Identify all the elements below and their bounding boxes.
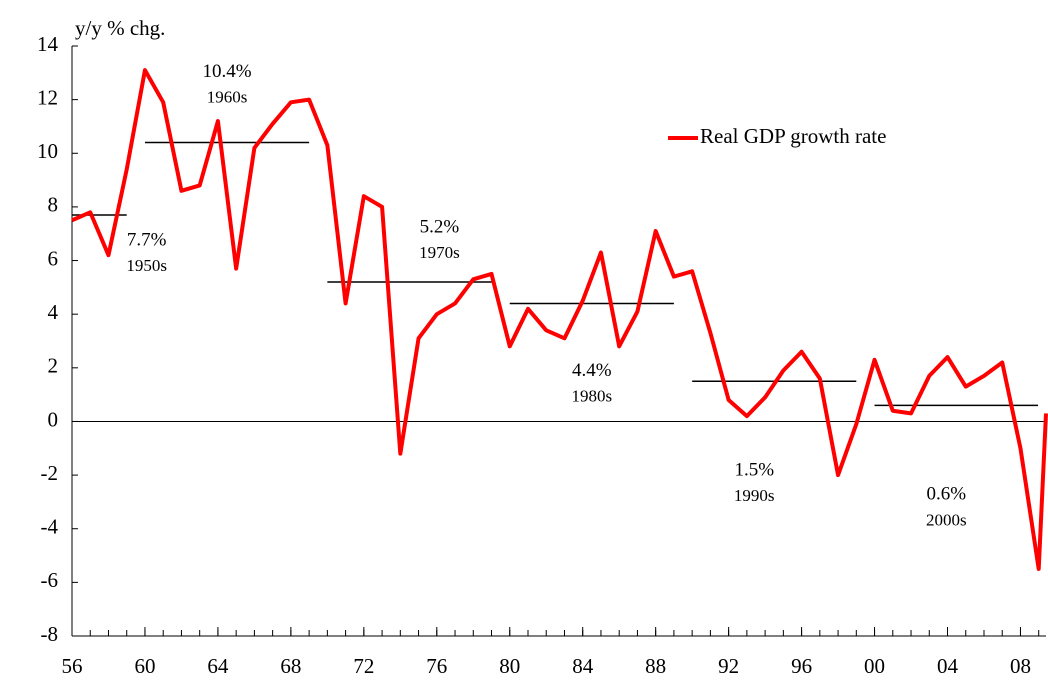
x-tick-label: 64 bbox=[207, 654, 229, 678]
decade-label: 1970s bbox=[419, 243, 460, 262]
y-tick-label: 6 bbox=[48, 246, 59, 270]
x-tick-label: 68 bbox=[280, 654, 301, 678]
x-tick-label: 88 bbox=[645, 654, 666, 678]
decade-average-label: 10.4% bbox=[202, 61, 251, 82]
decade-label: 1980s bbox=[572, 386, 613, 405]
decade-label: 1960s bbox=[207, 87, 248, 106]
x-tick-label: 00 bbox=[864, 654, 885, 678]
decade-average-label: 7.7% bbox=[127, 229, 167, 250]
legend-label: Real GDP growth rate bbox=[700, 124, 886, 148]
y-tick-label: 10 bbox=[37, 139, 58, 163]
y-tick-label: -2 bbox=[41, 461, 59, 485]
y-tick-label: 0 bbox=[48, 407, 59, 431]
y-tick-label: 14 bbox=[37, 32, 59, 56]
x-tick-label: 92 bbox=[718, 654, 739, 678]
decade-label: 1950s bbox=[126, 256, 167, 275]
decade-label: 2000s bbox=[926, 510, 967, 529]
decade-average-label: 1.5% bbox=[734, 460, 774, 481]
x-tick-label: 96 bbox=[791, 654, 812, 678]
y-tick-label: 8 bbox=[48, 193, 59, 217]
y-tick-label: 2 bbox=[48, 354, 59, 378]
y-tick-label: 12 bbox=[37, 85, 58, 109]
decade-label: 1990s bbox=[734, 486, 775, 505]
decade-average-label: 0.6% bbox=[926, 484, 966, 505]
x-tick-label: 80 bbox=[499, 654, 520, 678]
y-axis-label: y/y % chg. bbox=[75, 16, 165, 40]
x-tick-label: 76 bbox=[426, 654, 447, 678]
x-tick-label: 60 bbox=[134, 654, 155, 678]
data-line bbox=[71, 68, 1048, 571]
y-tick-label: -8 bbox=[41, 622, 59, 646]
decade-average-label: 4.4% bbox=[572, 360, 612, 381]
y-tick-label: -4 bbox=[41, 515, 59, 539]
x-tick-label: 04 bbox=[937, 654, 959, 678]
y-tick-label: 4 bbox=[48, 300, 59, 324]
x-tick-label: 08 bbox=[1010, 654, 1031, 678]
x-tick-label: 72 bbox=[353, 654, 374, 678]
decade-average-label: 5.2% bbox=[420, 216, 460, 237]
x-tick-label: 56 bbox=[62, 654, 83, 678]
y-tick-label: -6 bbox=[41, 568, 59, 592]
x-tick-label: 84 bbox=[572, 654, 594, 678]
